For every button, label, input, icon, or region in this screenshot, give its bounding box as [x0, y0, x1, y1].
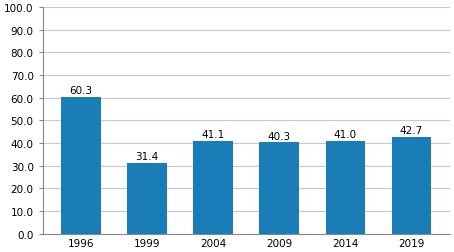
Bar: [260, 143, 299, 234]
Text: 41.0: 41.0: [334, 130, 357, 139]
Text: 31.4: 31.4: [135, 151, 159, 161]
Text: 41.1: 41.1: [202, 129, 225, 139]
Bar: [193, 141, 233, 234]
Text: 40.3: 40.3: [268, 131, 291, 141]
Text: 42.7: 42.7: [400, 126, 423, 136]
Bar: [392, 137, 431, 234]
Bar: [127, 163, 167, 234]
Bar: [326, 141, 365, 234]
Text: 60.3: 60.3: [69, 86, 93, 96]
Bar: [61, 98, 101, 234]
